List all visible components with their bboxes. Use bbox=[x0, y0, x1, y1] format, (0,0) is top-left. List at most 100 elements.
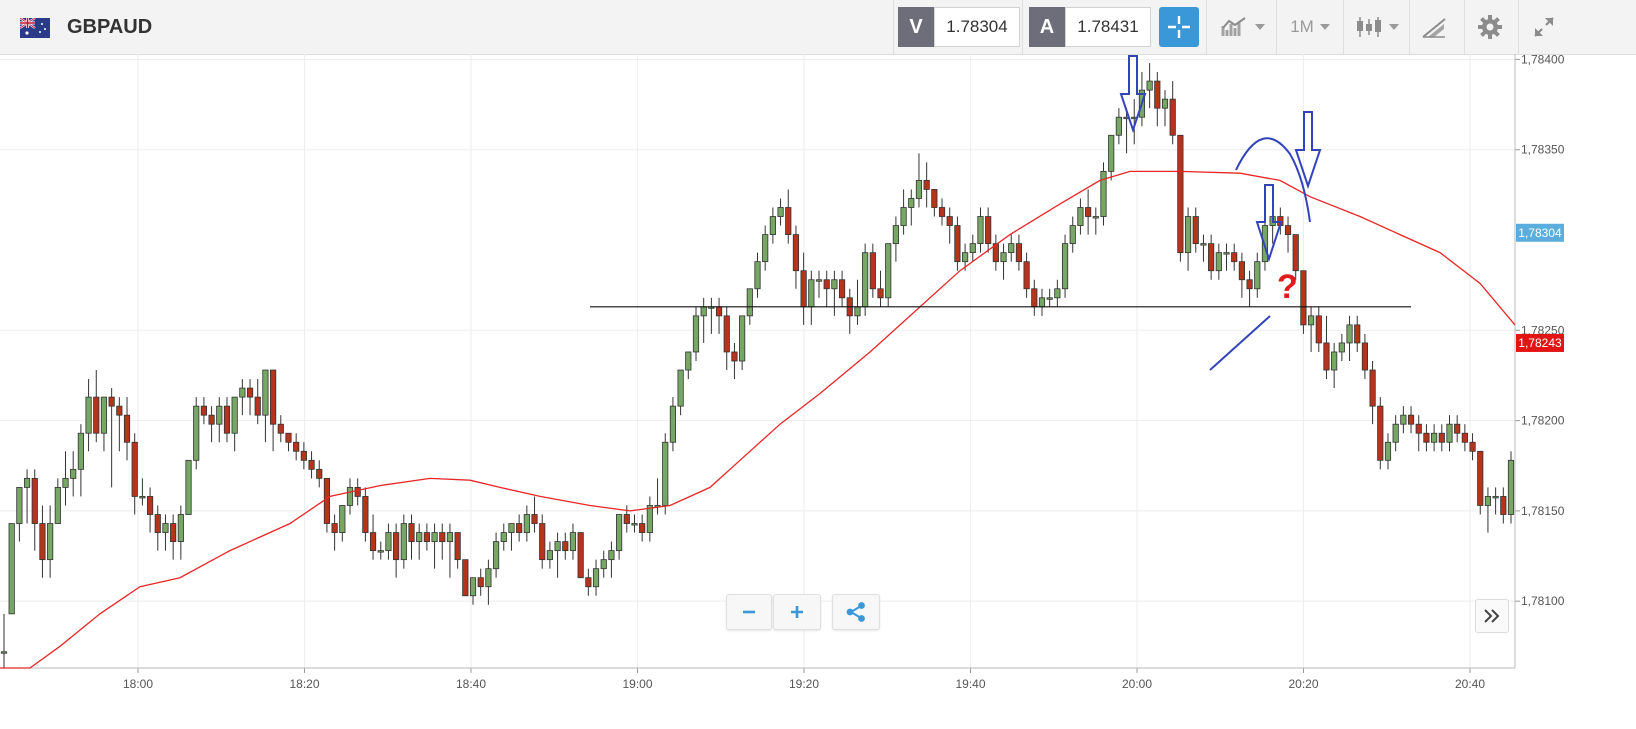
candle bbox=[1238, 252, 1245, 298]
x-tick-label: 20:00 bbox=[1122, 677, 1152, 691]
candle-body-up bbox=[669, 405, 677, 443]
candle-body-down bbox=[423, 532, 430, 542]
candle bbox=[23, 469, 31, 524]
candle bbox=[1184, 207, 1192, 271]
candle-body-down bbox=[39, 523, 46, 561]
candle bbox=[531, 496, 538, 533]
candle-body-up bbox=[469, 577, 477, 597]
toolbar-divider bbox=[1518, 0, 1519, 54]
share-button[interactable] bbox=[832, 594, 880, 630]
candle-body-down bbox=[1238, 261, 1245, 281]
candle bbox=[331, 514, 338, 551]
zoom-out-button[interactable] bbox=[726, 594, 772, 630]
candle-body-down bbox=[439, 532, 446, 542]
candle bbox=[1338, 333, 1345, 361]
candle-body-up bbox=[777, 207, 784, 217]
candle bbox=[1415, 415, 1422, 452]
candle bbox=[900, 189, 907, 235]
zoom-in-button[interactable] bbox=[773, 594, 821, 630]
chart-type-button[interactable] bbox=[1215, 7, 1271, 47]
candle bbox=[1284, 216, 1292, 253]
candle bbox=[577, 532, 584, 579]
candle bbox=[739, 315, 746, 371]
candle-body-up bbox=[1092, 216, 1099, 219]
candle bbox=[62, 451, 69, 506]
candle bbox=[815, 270, 823, 298]
candle-body-up bbox=[1077, 207, 1084, 226]
candle bbox=[1400, 406, 1407, 434]
candle bbox=[892, 216, 899, 262]
toolbar-divider bbox=[1022, 0, 1023, 54]
candle-body-up bbox=[1392, 423, 1399, 443]
candle bbox=[1461, 424, 1468, 452]
candle bbox=[139, 478, 146, 506]
sell-price-box[interactable]: V 1.78304 bbox=[898, 7, 1020, 47]
candle-body-down bbox=[31, 477, 38, 524]
candle-body-down bbox=[1438, 432, 1445, 443]
candle-body-down bbox=[270, 369, 277, 425]
fullscreen-button[interactable] bbox=[1524, 7, 1564, 47]
candle-body-down bbox=[408, 523, 415, 542]
candle bbox=[1392, 415, 1399, 452]
candle-body-up bbox=[769, 216, 776, 235]
candle-body-down bbox=[131, 441, 138, 497]
candle-body-up bbox=[1331, 351, 1338, 371]
candle-body-up bbox=[416, 532, 423, 542]
candle-body-up bbox=[216, 405, 223, 425]
double-chevron-right-icon bbox=[1484, 609, 1500, 623]
candle bbox=[685, 351, 692, 380]
candle-body-down bbox=[800, 270, 807, 308]
candle bbox=[1346, 315, 1353, 361]
candle-body-up bbox=[685, 351, 692, 371]
candle-body-up bbox=[677, 369, 684, 407]
candle-body-up bbox=[1400, 414, 1407, 425]
settings-button[interactable] bbox=[1470, 7, 1510, 47]
crosshair-button[interactable] bbox=[1159, 7, 1199, 47]
candle bbox=[985, 207, 992, 253]
candle bbox=[362, 487, 369, 542]
y-tick-label: 1,78350 bbox=[1521, 143, 1565, 157]
candle bbox=[1046, 288, 1053, 307]
candle bbox=[1177, 134, 1184, 262]
toolbar-divider bbox=[1343, 0, 1344, 54]
candle bbox=[1154, 72, 1161, 127]
candle-body-up bbox=[1069, 225, 1076, 245]
candle bbox=[1100, 162, 1107, 226]
candle bbox=[285, 432, 292, 452]
candle bbox=[293, 433, 300, 461]
candle bbox=[623, 505, 630, 533]
candle-body-down bbox=[1407, 414, 1415, 425]
candle bbox=[946, 207, 953, 244]
drawing-tools-button[interactable] bbox=[1414, 7, 1454, 47]
scroll-right-button[interactable] bbox=[1475, 599, 1509, 633]
candle-body-up bbox=[346, 487, 354, 506]
candle-body-down bbox=[293, 441, 300, 452]
candle bbox=[592, 559, 600, 596]
candle-body-up bbox=[523, 514, 530, 533]
candle-body-up bbox=[854, 306, 861, 317]
candle bbox=[923, 162, 930, 208]
candle bbox=[831, 270, 838, 316]
candle-body-down bbox=[715, 306, 723, 317]
candle-body-up bbox=[23, 477, 31, 488]
candle bbox=[1000, 243, 1007, 280]
buy-price-box[interactable]: A 1.78431 bbox=[1029, 7, 1151, 47]
trend-line-annotation bbox=[1209, 315, 1271, 371]
down-arrow-annotation bbox=[1294, 111, 1322, 190]
candle bbox=[1469, 433, 1476, 461]
candle-body-up bbox=[1061, 243, 1069, 290]
candle-body-down bbox=[931, 189, 938, 208]
candle bbox=[777, 198, 784, 226]
candlestick-series bbox=[0, 63, 1515, 668]
candle bbox=[692, 306, 700, 361]
candle bbox=[708, 297, 715, 334]
candle bbox=[500, 523, 507, 551]
candle bbox=[1331, 342, 1338, 389]
candle-body-down bbox=[246, 387, 254, 398]
candle bbox=[16, 487, 23, 542]
timeframe-selector[interactable]: 1M bbox=[1282, 7, 1338, 47]
candle-style-button[interactable] bbox=[1349, 7, 1405, 47]
down-arrow-annotation bbox=[1119, 55, 1147, 134]
candle-body-up bbox=[1008, 243, 1015, 254]
price-chart[interactable]: 18:00 18:20 18:40 19:00 19:20 19:40 20:00 20:20… bbox=[0, 54, 1636, 729]
